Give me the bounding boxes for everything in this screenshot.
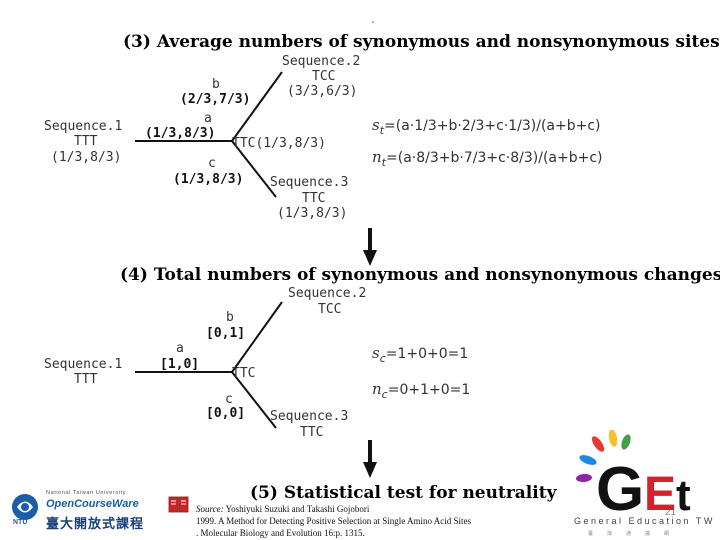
section5-title: (5) Statistical test for neutrality: [250, 483, 557, 503]
source-label: Source:: [196, 504, 224, 514]
s3-seq2-codon: TCC: [312, 69, 336, 84]
s3-branch-a-sites: (1/3,8/3): [145, 126, 216, 141]
get-subtitle: General Education TW: [574, 516, 715, 526]
s4-seq3-name: Sequence.3: [270, 409, 349, 424]
s3-branch-b-sites: (2/3,7/3): [180, 92, 251, 107]
s3-branch-c-sites: (1/3,8/3): [173, 172, 244, 187]
eq-n-c: nc=0+1+0=1: [372, 380, 471, 401]
s4-seq2-name: Sequence.2: [288, 286, 367, 301]
s3-seq3-codon: TTC: [302, 191, 326, 206]
s3-seq3-name: Sequence.3: [270, 175, 349, 190]
s3-seq3-sites: (1/3,8/3): [277, 206, 348, 221]
ntu-ocw-logo: NTU National Taiwan University OpenCours…: [10, 490, 160, 532]
s3-seq1-name: Sequence.1: [44, 119, 123, 134]
section4-title: (4) Total numbers of synonymous and nons…: [120, 265, 720, 285]
book-icon: [168, 496, 190, 514]
eq-s-t: st=(a·1/3+b·2/3+c·1/3)/(a+b+c): [372, 116, 601, 137]
s4-seq1-name: Sequence.1: [44, 357, 123, 372]
get-logo-t: t: [676, 471, 691, 515]
source-line-2: 1999. A Method for Detecting Positive Se…: [196, 516, 471, 526]
ntu-name: National Taiwan University: [46, 490, 126, 496]
s3-seq1-codon: TTT: [74, 134, 98, 149]
get-chinese: 臺灣通識網: [588, 531, 684, 537]
ntu-abbrev: NTU: [13, 519, 28, 526]
tree3-branch-c: [231, 140, 277, 198]
page-number: 21: [665, 507, 677, 518]
down-arrow-1: [363, 228, 377, 266]
s4-branch-a-changes: [1,0]: [160, 357, 200, 372]
tree4-branch-c: [231, 371, 277, 429]
get-logo: G E t General Education TW 臺灣通識網: [568, 429, 718, 540]
source-citation: Source: Yoshiyuki Suzuki and Takashi Goj…: [196, 503, 471, 539]
source-line-3: . Molecular Biology and Evolution 16:p. …: [196, 528, 365, 538]
tree3-branch-b: [231, 71, 283, 142]
get-logo-e: E: [644, 468, 676, 515]
s4-branch-b-changes: [0,1]: [206, 326, 246, 341]
s3-seq1-sites: (1/3,8/3): [51, 150, 122, 165]
get-logo-mark: G E t: [576, 429, 691, 524]
s3-internal-node: TTC(1/3,8/3): [232, 136, 326, 151]
s4-seq2-codon: TCC: [318, 302, 342, 317]
s3-branch-a-label: a: [204, 111, 212, 126]
s3-seq2-name: Sequence.2: [282, 54, 361, 69]
ntu-emblem-icon: [12, 494, 38, 520]
s3-branch-b-label: b: [212, 77, 220, 92]
section3-title: (3) Average numbers of synonymous and no…: [123, 32, 720, 52]
s4-seq1-codon: TTT: [74, 372, 98, 387]
s3-seq2-sites: (3/3,6/3): [287, 84, 358, 99]
ocw-name: OpenCourseWare: [46, 498, 139, 510]
get-logo-g: G: [596, 455, 644, 515]
s4-internal-node: TTC: [232, 366, 256, 381]
source-authors: Yoshiyuki Suzuki and Takashi Gojobori: [223, 504, 370, 514]
ocw-chinese-name: 臺大開放式課程: [46, 517, 145, 532]
eq-s-c: sc=1+0+0=1: [372, 344, 469, 365]
s4-branch-c-label: c: [225, 392, 233, 407]
tree4-branch-b: [231, 301, 283, 373]
speck-mark: [372, 21, 374, 23]
s3-branch-c-label: c: [208, 156, 216, 171]
s4-branch-b-label: b: [226, 310, 234, 325]
eq-n-t: nt=(a·8/3+b·7/3+c·8/3)/(a+b+c): [372, 148, 603, 169]
down-arrow-2: [363, 440, 377, 478]
s4-seq3-codon: TTC: [300, 425, 324, 440]
s4-branch-a-label: a: [176, 341, 184, 356]
s4-branch-c-changes: [0,0]: [206, 406, 246, 421]
